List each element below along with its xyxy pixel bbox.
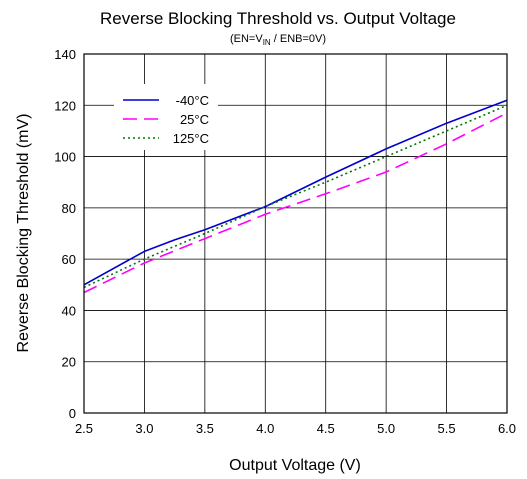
x-tick-label: 3.5 bbox=[196, 421, 214, 436]
x-tick-label: 3.0 bbox=[135, 421, 153, 436]
series-line-2 bbox=[83, 104, 508, 289]
series-line-1 bbox=[83, 112, 508, 294]
y-tick-label: 60 bbox=[62, 252, 76, 267]
y-tick-label: 0 bbox=[69, 406, 76, 421]
legend: -40°C 25°C 125°C bbox=[114, 84, 218, 150]
x-tick-label: 4.0 bbox=[256, 421, 274, 436]
y-tick-label: 100 bbox=[54, 150, 76, 165]
series-line-0 bbox=[83, 99, 508, 286]
legend-background bbox=[114, 84, 218, 150]
plot-frame bbox=[83, 53, 508, 414]
x-tick-label: 4.5 bbox=[317, 421, 335, 436]
x-axis-label: Output Voltage (V) bbox=[229, 457, 361, 474]
legend-label-1: 25°C bbox=[180, 112, 209, 127]
x-tick-label: 5.5 bbox=[438, 421, 456, 436]
x-tick-label: 6.0 bbox=[498, 421, 516, 436]
grid bbox=[83, 53, 508, 414]
x-tick-label: 5.0 bbox=[377, 421, 395, 436]
y-tick-label: 120 bbox=[54, 98, 76, 113]
chart-subtitle: (EN=VIN / ENB=0V) bbox=[230, 33, 326, 47]
legend-label-2: 125°C bbox=[173, 131, 209, 146]
x-tick-label: 2.5 bbox=[75, 421, 93, 436]
y-tick-label: 20 bbox=[62, 355, 76, 370]
y-tick-labels: 0 20 40 60 80 100 120 140 bbox=[54, 47, 76, 421]
legend-label-0: -40°C bbox=[176, 93, 209, 108]
series-layer bbox=[83, 99, 508, 294]
chart-title: Reverse Blocking Threshold vs. Output Vo… bbox=[100, 9, 456, 28]
y-axis-label: Reverse Blocking Threshold (mV) bbox=[15, 114, 32, 353]
y-tick-label: 140 bbox=[54, 47, 76, 62]
y-tick-label: 40 bbox=[62, 303, 76, 318]
x-tick-labels: 2.5 3.0 3.5 4.0 4.5 5.0 5.5 6.0 bbox=[75, 421, 516, 436]
y-tick-label: 80 bbox=[62, 201, 76, 216]
